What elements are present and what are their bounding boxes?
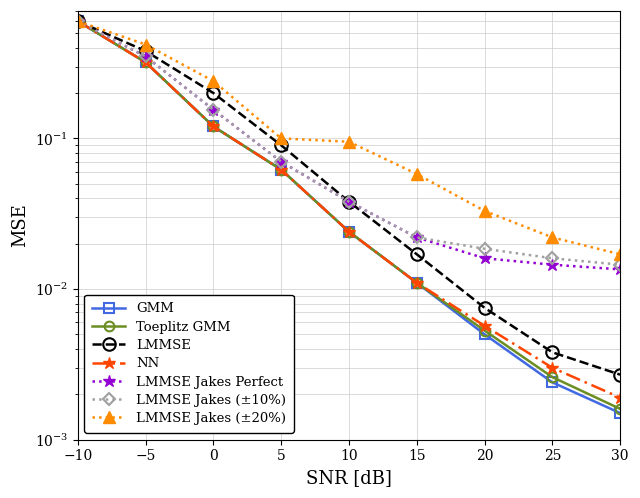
GMM (345, 229, 353, 235)
LMMSE (209, 90, 217, 96)
LMMSE Jakes Perfect (345, 199, 353, 205)
LMMSE Jakes (±20%) (277, 135, 285, 141)
Toeplitz GMM (616, 406, 624, 412)
Toeplitz GMM (74, 18, 82, 24)
Toeplitz GMM (277, 167, 285, 173)
LMMSE (548, 349, 556, 355)
LMMSE Jakes (±20%) (345, 139, 353, 145)
NN (616, 394, 624, 400)
LMMSE (345, 199, 353, 205)
GMM (616, 410, 624, 416)
LMMSE Jakes (±20%) (481, 208, 488, 214)
LMMSE Jakes Perfect (413, 235, 420, 241)
NN (277, 167, 285, 173)
Toeplitz GMM (345, 229, 353, 235)
Legend: GMM, Toeplitz GMM, LMMSE, NN, LMMSE Jakes Perfect, LMMSE Jakes (±10%), LMMSE Jak: GMM, Toeplitz GMM, LMMSE, NN, LMMSE Jake… (84, 294, 294, 433)
LMMSE Jakes (±20%) (142, 41, 150, 47)
Line: GMM: GMM (73, 16, 625, 418)
LMMSE Jakes (±10%) (142, 53, 150, 59)
Line: NN: NN (72, 15, 627, 404)
Toeplitz GMM (548, 374, 556, 380)
Toeplitz GMM (209, 124, 217, 129)
LMMSE Jakes Perfect (74, 18, 82, 24)
Y-axis label: MSE: MSE (11, 203, 29, 248)
LMMSE Jakes (±10%) (209, 107, 217, 113)
LMMSE Jakes Perfect (209, 107, 217, 113)
LMMSE Jakes (±20%) (209, 78, 217, 84)
LMMSE Jakes Perfect (548, 262, 556, 268)
LMMSE (74, 18, 82, 24)
LMMSE Jakes (±20%) (413, 171, 420, 177)
Line: LMMSE Jakes (±20%): LMMSE Jakes (±20%) (72, 15, 626, 260)
NN (413, 280, 420, 286)
NN (142, 59, 150, 65)
GMM (548, 379, 556, 385)
GMM (74, 18, 82, 24)
LMMSE Jakes (±10%) (616, 262, 624, 268)
NN (548, 365, 556, 371)
GMM (413, 280, 420, 286)
NN (481, 323, 488, 329)
Line: Toeplitz GMM: Toeplitz GMM (73, 16, 625, 414)
LMMSE (142, 48, 150, 54)
Toeplitz GMM (142, 59, 150, 65)
Toeplitz GMM (413, 280, 420, 286)
Line: LMMSE Jakes Perfect: LMMSE Jakes Perfect (72, 15, 627, 275)
NN (345, 229, 353, 235)
LMMSE Jakes (±20%) (74, 18, 82, 24)
LMMSE (413, 251, 420, 257)
GMM (142, 59, 150, 65)
LMMSE (481, 305, 488, 311)
NN (209, 124, 217, 129)
LMMSE Jakes Perfect (616, 266, 624, 272)
LMMSE Jakes (±20%) (616, 251, 624, 257)
Toeplitz GMM (481, 328, 488, 334)
GMM (209, 124, 217, 129)
LMMSE Jakes (±20%) (548, 235, 556, 241)
LMMSE (277, 142, 285, 148)
LMMSE Jakes (±10%) (74, 18, 82, 24)
LMMSE (616, 372, 624, 377)
GMM (277, 167, 285, 173)
NN (74, 18, 82, 24)
LMMSE Jakes Perfect (142, 53, 150, 59)
LMMSE Jakes (±10%) (481, 246, 488, 252)
X-axis label: SNR [dB]: SNR [dB] (306, 469, 392, 487)
Line: LMMSE Jakes (±10%): LMMSE Jakes (±10%) (74, 17, 624, 269)
LMMSE Jakes (±10%) (413, 235, 420, 241)
LMMSE Jakes Perfect (277, 159, 285, 165)
LMMSE Jakes (±10%) (277, 159, 285, 165)
LMMSE Jakes (±10%) (548, 255, 556, 261)
Line: LMMSE: LMMSE (72, 15, 627, 381)
LMMSE Jakes (±10%) (345, 199, 353, 205)
LMMSE Jakes Perfect (481, 255, 488, 261)
GMM (481, 331, 488, 337)
